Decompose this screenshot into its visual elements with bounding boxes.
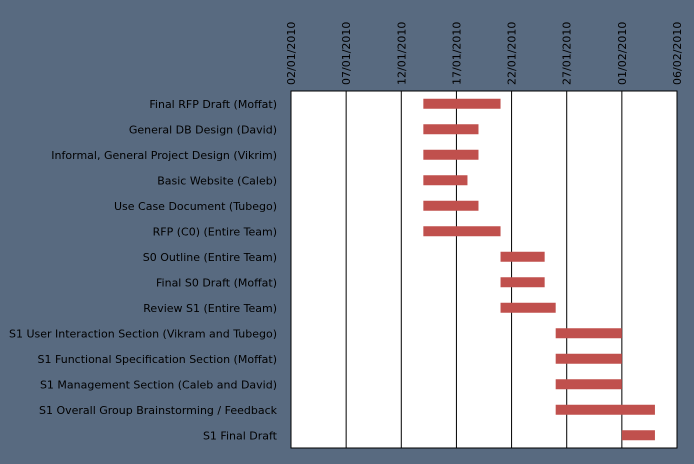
task-label: Basic Website (Caleb) xyxy=(157,174,277,187)
task-label: Informal, General Project Design (Vikrim… xyxy=(51,149,277,162)
x-tick-label: 02/01/2010 xyxy=(285,22,298,85)
task-bar xyxy=(423,226,501,237)
task-label: S1 Functional Specification Section (Mof… xyxy=(38,353,277,366)
task-bar xyxy=(555,328,622,339)
task-bar xyxy=(555,404,655,415)
task-label: S0 Outline (Entire Team) xyxy=(143,251,277,264)
task-bars xyxy=(423,98,655,441)
x-tick-label: 12/01/2010 xyxy=(395,22,408,85)
task-bar xyxy=(423,200,479,211)
task-bar xyxy=(555,353,622,364)
task-label: Final S0 Draft (Moffat) xyxy=(156,276,277,289)
x-tick-label: 22/01/2010 xyxy=(506,22,519,85)
x-tick-label: 06/02/2010 xyxy=(671,22,684,85)
task-bar xyxy=(423,175,468,186)
task-bar xyxy=(423,149,479,160)
task-labels: Final RFP Draft (Moffat) General DB Desig… xyxy=(9,98,278,443)
task-label: S1 Final Draft xyxy=(203,429,278,442)
task-label: S1 Overall Group Brainstorming / Feedbac… xyxy=(39,404,278,417)
task-label: General DB Design (David) xyxy=(129,123,277,136)
x-axis-ticks: 02/01/2010 07/01/2010 12/01/2010 17/01/2010… xyxy=(285,22,684,85)
task-label: Use Case Document (Tubego) xyxy=(114,200,277,213)
task-bar xyxy=(423,124,479,135)
x-tick-label: 17/01/2010 xyxy=(450,22,463,85)
plot-area xyxy=(290,90,678,449)
task-label: S1 Management Section (Caleb and David) xyxy=(40,378,277,391)
task-bar xyxy=(500,277,545,288)
task-bar xyxy=(423,98,501,109)
x-tick-label: 07/01/2010 xyxy=(340,22,353,85)
task-bar xyxy=(500,251,545,262)
task-label: RFP (C0) (Entire Team) xyxy=(153,225,277,238)
task-bar xyxy=(500,302,556,313)
x-tick-label: 27/01/2010 xyxy=(561,22,574,85)
task-label: Final RFP Draft (Moffat) xyxy=(149,98,277,111)
task-label: Review S1 (Entire Team) xyxy=(143,302,277,315)
task-bar xyxy=(621,430,655,441)
task-bar xyxy=(555,379,622,390)
task-label: S1 User Interaction Section (Vikram and … xyxy=(9,327,277,340)
x-tick-label: 01/02/2010 xyxy=(616,22,629,85)
